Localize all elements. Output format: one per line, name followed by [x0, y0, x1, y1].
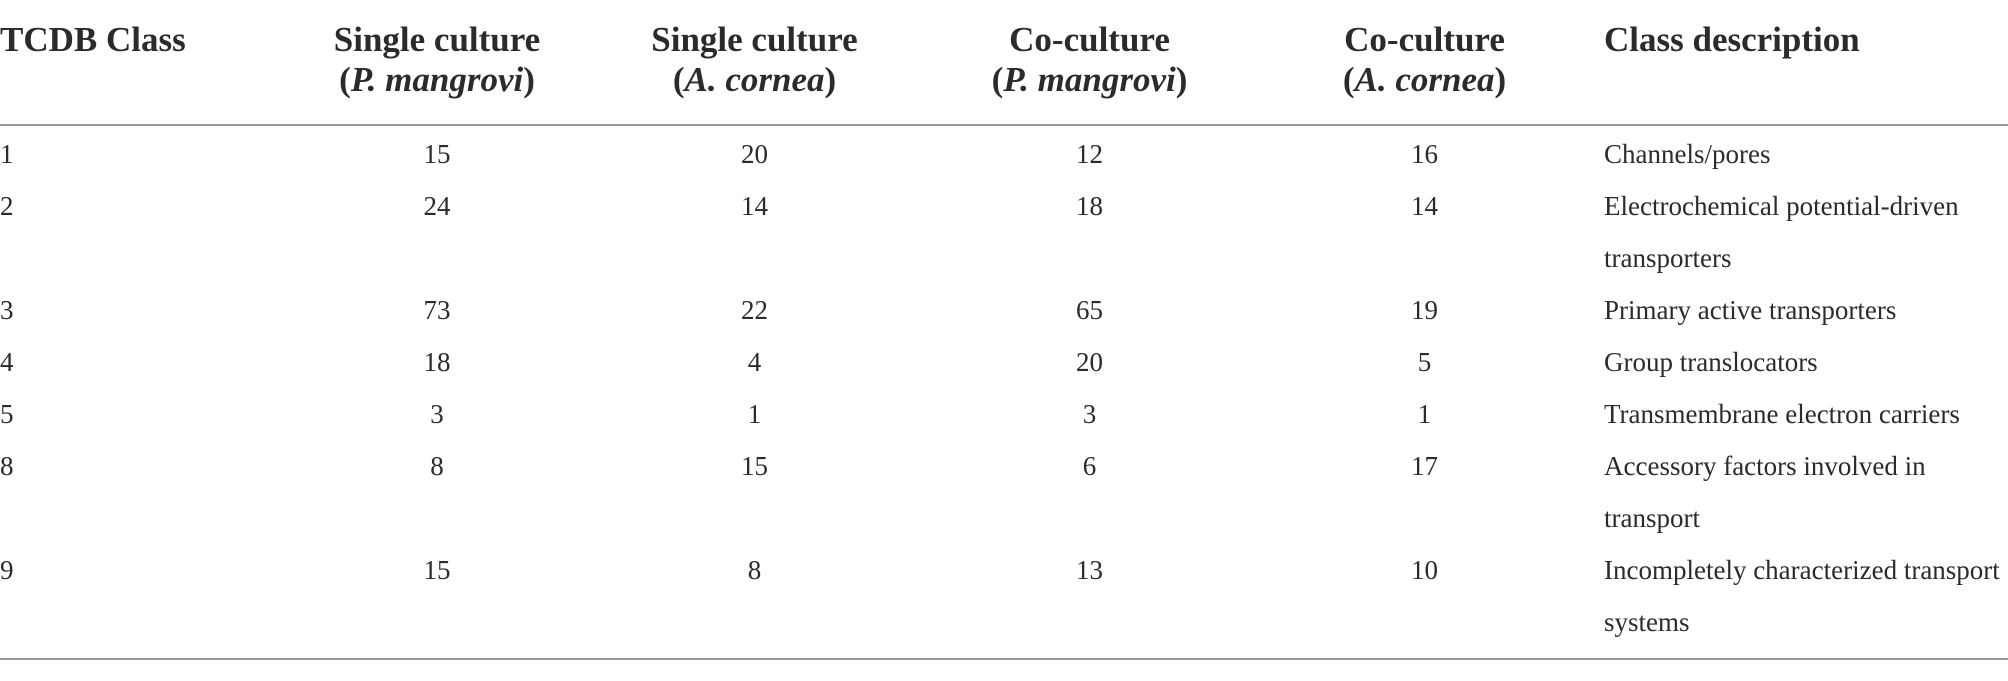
header-class-description: Class description	[1592, 0, 2008, 126]
cell-tcdb-class: 8	[0, 451, 14, 481]
cell-single-p-mangrovi: 24	[423, 191, 451, 221]
cell-co-p-mangrovi: 18	[1076, 191, 1103, 221]
cell-tcdb-class: 4	[0, 347, 14, 377]
table-row: 8 8 15 6 17 Accessory factors involved i…	[0, 440, 2008, 544]
cell-description: Incompletely characterized transport sys…	[1592, 544, 2008, 660]
paren-close: )	[1175, 60, 1188, 99]
cell-co-p-mangrovi: 20	[1076, 347, 1103, 377]
table-row: 5 3 1 3 1 Transmembrane electron carrier…	[0, 388, 2008, 440]
header-label: Co-culture	[1344, 20, 1505, 59]
header-label: Class description	[1604, 20, 1860, 59]
species-name: A. cornea	[1354, 60, 1495, 99]
table-row: 4 18 4 20 5 Group translocators	[0, 336, 2008, 388]
cell-single-a-cornea: 14	[741, 191, 768, 221]
cell-single-a-cornea: 15	[741, 451, 768, 481]
cell-co-a-cornea: 10	[1257, 544, 1592, 660]
cell-co-p-mangrovi: 65	[1076, 295, 1103, 325]
species-name: P. mangrovi	[1003, 60, 1176, 99]
table-row: 9 15 8 13 10 Incompletely characterized …	[0, 544, 2008, 660]
table-body: 1 15 20 12 16 Channels/pores 2 24 14 18 …	[0, 125, 2008, 660]
cell-single-p-mangrovi: 8	[430, 451, 444, 481]
header-label: Single culture	[651, 20, 858, 59]
cell-single-a-cornea: 1	[747, 399, 762, 429]
table-row: 3 73 22 65 19 Primary active transporter…	[0, 284, 2008, 336]
paren-open: (	[339, 60, 351, 99]
cell-tcdb-class: 2	[0, 191, 14, 221]
header-label: Co-culture	[1009, 20, 1170, 59]
cell-description: Group translocators	[1604, 347, 1818, 377]
cell-description: Transmembrane electron carriers	[1604, 399, 1960, 429]
cell-co-a-cornea: 14	[1411, 191, 1438, 221]
paren-open: (	[672, 60, 685, 99]
header-single-culture-a-cornea: Single culture (A. cornea)	[587, 0, 922, 126]
cell-tcdb-class: 3	[0, 295, 14, 325]
header-tcdb-class: TCDB Class	[0, 0, 287, 126]
header-single-culture-p-mangrovi: Single culture (P. mangrovi)	[287, 0, 587, 126]
table-row: 2 24 14 18 14 Electrochemical potential-…	[0, 180, 2008, 284]
cell-co-a-cornea: 17	[1411, 451, 1438, 481]
paren-close: )	[824, 60, 837, 99]
cell-co-a-cornea: 1	[1417, 399, 1432, 429]
header-label: TCDB Class	[0, 20, 186, 59]
header-co-culture-p-mangrovi: Co-culture (P. mangrovi)	[922, 0, 1257, 126]
cell-co-a-cornea: 19	[1411, 295, 1438, 325]
cell-single-a-cornea: 4	[747, 347, 762, 377]
cell-co-a-cornea: 5	[1417, 347, 1432, 377]
header-row: TCDB Class Single culture (P. mangrovi) …	[0, 0, 2008, 126]
cell-co-p-mangrovi: 6	[1082, 451, 1097, 481]
cell-single-p-mangrovi: 3	[430, 399, 444, 429]
paren-close: )	[523, 60, 535, 99]
cell-co-p-mangrovi: 13	[922, 544, 1257, 660]
cell-single-p-mangrovi: 15	[423, 139, 451, 169]
cell-tcdb-class: 9	[0, 544, 287, 660]
paren-open: (	[991, 60, 1004, 99]
cell-description: Channels/pores	[1604, 139, 1771, 169]
table-row: 1 15 20 12 16 Channels/pores	[0, 125, 2008, 180]
cell-single-p-mangrovi: 15	[287, 544, 587, 660]
cell-description: Electrochemical potential-driven transpo…	[1604, 191, 1959, 273]
cell-single-p-mangrovi: 18	[423, 347, 451, 377]
cell-tcdb-class: 1	[0, 139, 14, 169]
header-label: Single culture	[333, 20, 541, 59]
cell-single-a-cornea: 22	[741, 295, 768, 325]
species-name: A. cornea	[684, 60, 825, 99]
cell-single-p-mangrovi: 73	[423, 295, 451, 325]
cell-single-a-cornea: 8	[587, 544, 922, 660]
paren-close: )	[1494, 60, 1507, 99]
cell-co-a-cornea: 16	[1411, 139, 1438, 169]
cell-description: Accessory factors involved in transport	[1604, 451, 1926, 533]
paren-open: (	[1342, 60, 1355, 99]
cell-co-p-mangrovi: 12	[1076, 139, 1103, 169]
tcdb-transporter-table: TCDB Class Single culture (P. mangrovi) …	[0, 0, 2008, 660]
cell-single-a-cornea: 20	[741, 139, 768, 169]
cell-co-p-mangrovi: 3	[1082, 399, 1097, 429]
species-name: P. mangrovi	[350, 60, 524, 99]
table-header: TCDB Class Single culture (P. mangrovi) …	[0, 0, 2008, 126]
cell-tcdb-class: 5	[0, 399, 14, 429]
header-co-culture-a-cornea: Co-culture (A. cornea)	[1257, 0, 1592, 126]
cell-description: Primary active transporters	[1604, 295, 1897, 325]
